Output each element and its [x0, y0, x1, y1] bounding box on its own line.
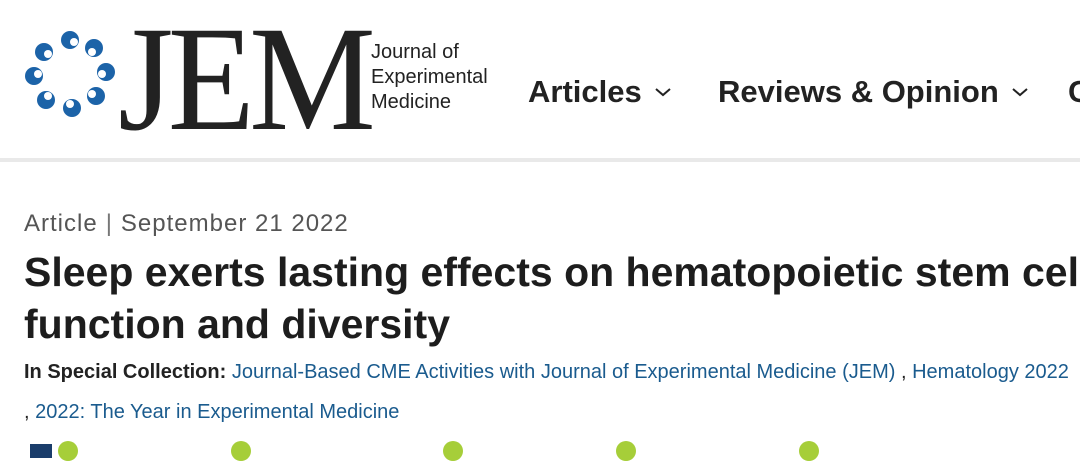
publication-date: September 21 2022 — [120, 210, 349, 237]
article-title: Sleep exerts lasting effects on hematopo… — [24, 246, 1080, 350]
collection-label: In Special Collection: — [24, 361, 227, 383]
logo-wordmark[interactable]: JEM — [118, 0, 376, 162]
meta-separator: | — [105, 210, 113, 237]
logo-subtitle-line: Journal of — [371, 41, 459, 63]
logo-subtitle-line: Experimental — [371, 66, 488, 88]
collection-link-cme[interactable]: Journal-Based CME Activities with Journa… — [231, 361, 896, 383]
collection-link-hematology[interactable]: Hematology 2022 — [912, 361, 1069, 383]
logo-subtitle: Journal of Experimental Medicine — [371, 40, 488, 115]
article-type: Article — [24, 210, 98, 237]
author-list — [24, 436, 825, 464]
article-meta: Article | September 21 2022 — [24, 210, 349, 238]
article-title-line: Sleep exerts lasting effects on hematopo… — [24, 249, 1080, 295]
article-title-line: function and diversity — [24, 301, 450, 347]
site-header: JEM Journal of Experimental Medicine Art… — [0, 0, 1080, 160]
header-divider — [0, 158, 1080, 162]
chevron-down-icon — [655, 88, 671, 97]
nav-articles-label: Articles — [528, 74, 642, 109]
nav-item-cut-off[interactable]: C — [1068, 74, 1080, 110]
nav-reviews-opinion[interactable]: Reviews & Opinion — [718, 74, 1029, 110]
jem-logo-icon[interactable] — [22, 30, 118, 118]
logo-subtitle-line: Medicine — [371, 91, 452, 113]
special-collection: In Special Collection: Journal-Based CME… — [24, 352, 1074, 432]
collection-link-year-in-medicine[interactable]: 2022: The Year in Experimental Medicine — [35, 401, 400, 423]
collection-separator: , — [24, 401, 30, 423]
collection-separator: , — [900, 361, 907, 383]
chevron-down-icon — [1012, 88, 1028, 97]
nav-reviews-opinion-label: Reviews & Opinion — [718, 74, 999, 109]
nav-item-cut-off-label: C — [1068, 74, 1080, 109]
nav-articles[interactable]: Articles — [528, 74, 672, 110]
